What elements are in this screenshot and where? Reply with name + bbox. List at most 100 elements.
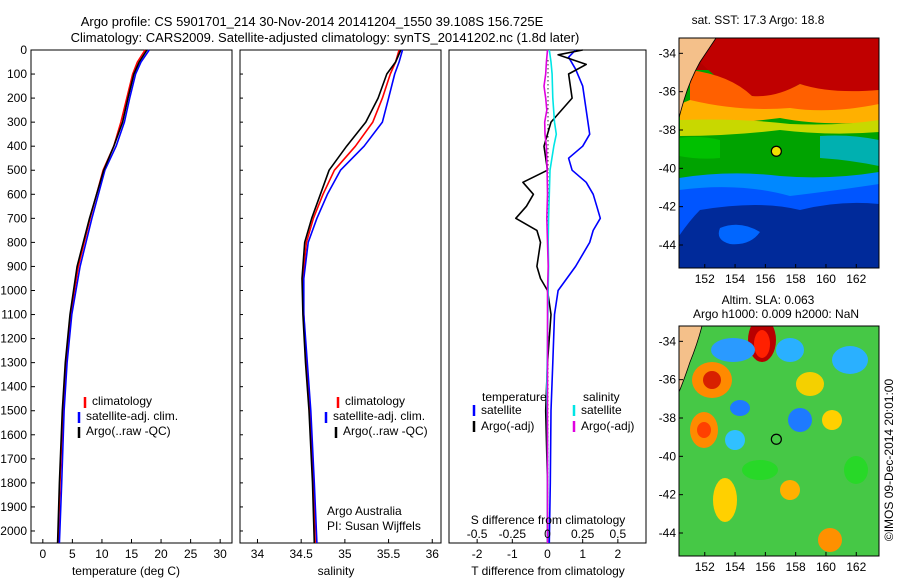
legend-label-s-satellite: satellite (581, 403, 622, 417)
y-tick-label: 1100 (1, 308, 27, 322)
salinity-x-label: salinity (318, 564, 355, 578)
s-tick-label: -0.25 (499, 527, 527, 541)
map-lon-label: 158 (786, 560, 806, 574)
y-tick-label: 800 (7, 235, 27, 249)
map-lat-label: -38 (659, 411, 677, 425)
map-lon-label: 156 (755, 560, 775, 574)
series-line-climatology (302, 49, 400, 544)
t-difference-label: T difference from climatology (471, 564, 625, 578)
temperature-legend: climatology satellite-adj. clim. Argo(..… (77, 394, 178, 438)
map-lat-label: -36 (659, 373, 677, 387)
temperature-x-label: temperature (deg C) (72, 564, 180, 578)
sla-map-title-line-2: Argo h1000: 0.009 h2000: NaN (693, 307, 859, 321)
map-lon-label: 162 (846, 272, 866, 286)
x-tick-label: 34 (251, 547, 265, 561)
salinity-series (301, 49, 404, 544)
x-tick-label: 0 (39, 547, 46, 561)
difference-x-ticks: -2 -1 0 1 2 (472, 539, 622, 561)
sla-map-frame (678, 325, 880, 557)
title-line-2: Climatology: CARS2009. Satellite-adjuste… (71, 30, 580, 45)
y-tick-label: 1500 (0, 404, 27, 418)
map-lon-label: 160 (816, 560, 836, 574)
sla-map-title-line-1: Altim. SLA: 0.063 (722, 293, 815, 307)
x-tick-label: 20 (154, 547, 168, 561)
legend-label-argo: Argo(..raw -QC) (343, 424, 428, 438)
x-tick-label: -2 (472, 547, 483, 561)
s-difference-label: S difference from climatology (471, 513, 626, 527)
s-tick-label: 0.5 (610, 527, 627, 541)
map-lon-label: 156 (755, 272, 775, 286)
y-tick-label: 1300 (0, 356, 27, 370)
series-line-satellite (302, 49, 404, 544)
y-tick-label: 900 (7, 259, 27, 273)
credit-pi: PI: Susan Wijffels (327, 519, 421, 533)
salinity-axes-box (239, 49, 442, 544)
temperature-panel: 0100200300400500600700800900100011001200… (0, 43, 233, 578)
y-tick-label: 400 (7, 139, 27, 153)
legend-title-salinity: salinity (583, 390, 620, 404)
s-tick-label: 0.25 (571, 527, 595, 541)
x-tick-label: 2 (615, 547, 622, 561)
x-tick-label: 1 (579, 547, 586, 561)
x-tick-label: 0 (544, 547, 551, 561)
legend-label-argo: Argo(..raw -QC) (86, 424, 171, 438)
sst-map-title: sat. SST: 17.3 Argo: 18.8 (692, 13, 825, 27)
x-tick-label: -1 (507, 547, 518, 561)
y-tick-label: 1700 (0, 452, 27, 466)
y-tick-label: 1200 (0, 332, 27, 346)
y-tick-label: 1800 (0, 476, 27, 490)
salinity-x-ticks: 34 34.5 35 35.5 36 (251, 539, 439, 561)
x-tick-label: 10 (95, 547, 109, 561)
difference-series (514, 49, 602, 544)
map-lat-label: -42 (659, 488, 677, 502)
credit-argo-australia: Argo Australia (327, 504, 402, 518)
map-lon-label: 162 (846, 560, 866, 574)
map-lat-label: -40 (659, 161, 677, 175)
y-tick-label: 300 (7, 115, 27, 129)
map-lat-label: -44 (659, 526, 677, 540)
sla-map-panel: Altim. SLA: 0.063 Argo h1000: 0.009 h200… (659, 293, 880, 574)
difference-legend: temperature satellite Argo(-adj) salinit… (472, 390, 634, 433)
map-lat-label: -42 (659, 200, 677, 214)
map-lat-label: -44 (659, 238, 677, 252)
x-tick-label: 15 (125, 547, 139, 561)
series-line-argo (301, 49, 402, 544)
y-tick-label: 1000 (0, 283, 27, 297)
salinity-depth-ticks (240, 49, 243, 532)
series-line-satellite (58, 49, 150, 544)
sla-map-ticks: 152 154 156 158 160 162 -34 -36 -38 -40 -42 -44 (659, 334, 867, 574)
y-tick-label: 2000 (0, 524, 27, 538)
map-lon-label: 154 (725, 272, 745, 286)
map-lon-label: 152 (695, 272, 715, 286)
map-lat-label: -34 (659, 334, 677, 348)
depth-ticks: 0 100 200 300 400 500 600 700 800 900 1000 1100 1200… (0, 43, 35, 538)
map-lat-label: -36 (659, 85, 677, 99)
map-lon-label: 152 (695, 560, 715, 574)
series-line-argo (514, 49, 588, 543)
argo-float-marker (770, 145, 782, 157)
y-tick-label: 1900 (0, 500, 27, 514)
sla-field (679, 326, 879, 556)
x-tick-label: 35 (338, 547, 352, 561)
legend-title-temperature: temperature (482, 390, 547, 404)
sst-map-panel: sat. SST: 17.3 Argo: 18.8 152 154 156 158 16… (659, 13, 880, 286)
legend-label-t-satellite: satellite (481, 403, 522, 417)
imos-credit: ©IMOS 09-Dec-2014 20:01:00 (882, 379, 896, 542)
series-line-climatology (57, 49, 146, 544)
series-line-satellite (548, 49, 602, 544)
difference-panel: -2 -1 0 1 2 temperature satellite Argo(-adj)… (448, 49, 647, 578)
s-tick-label: 0 (544, 527, 551, 541)
x-tick-label: 35.5 (377, 547, 401, 561)
x-tick-label: 25 (184, 547, 198, 561)
x-tick-label: 34.5 (289, 547, 313, 561)
map-lat-label: -40 (659, 449, 677, 463)
series-line-argo (56, 49, 148, 544)
temperature-series (56, 49, 150, 544)
s-tick-label: -0.5 (467, 527, 488, 541)
y-tick-label: 1400 (0, 380, 27, 394)
salinity-panel: 34 34.5 35 35.5 36 climatology satellite-adj… (239, 49, 442, 578)
map-lat-label: -38 (659, 123, 677, 137)
legend-label-satellite: satellite-adj. clim. (333, 409, 425, 423)
legend-label-satellite: satellite-adj. clim. (86, 409, 178, 423)
